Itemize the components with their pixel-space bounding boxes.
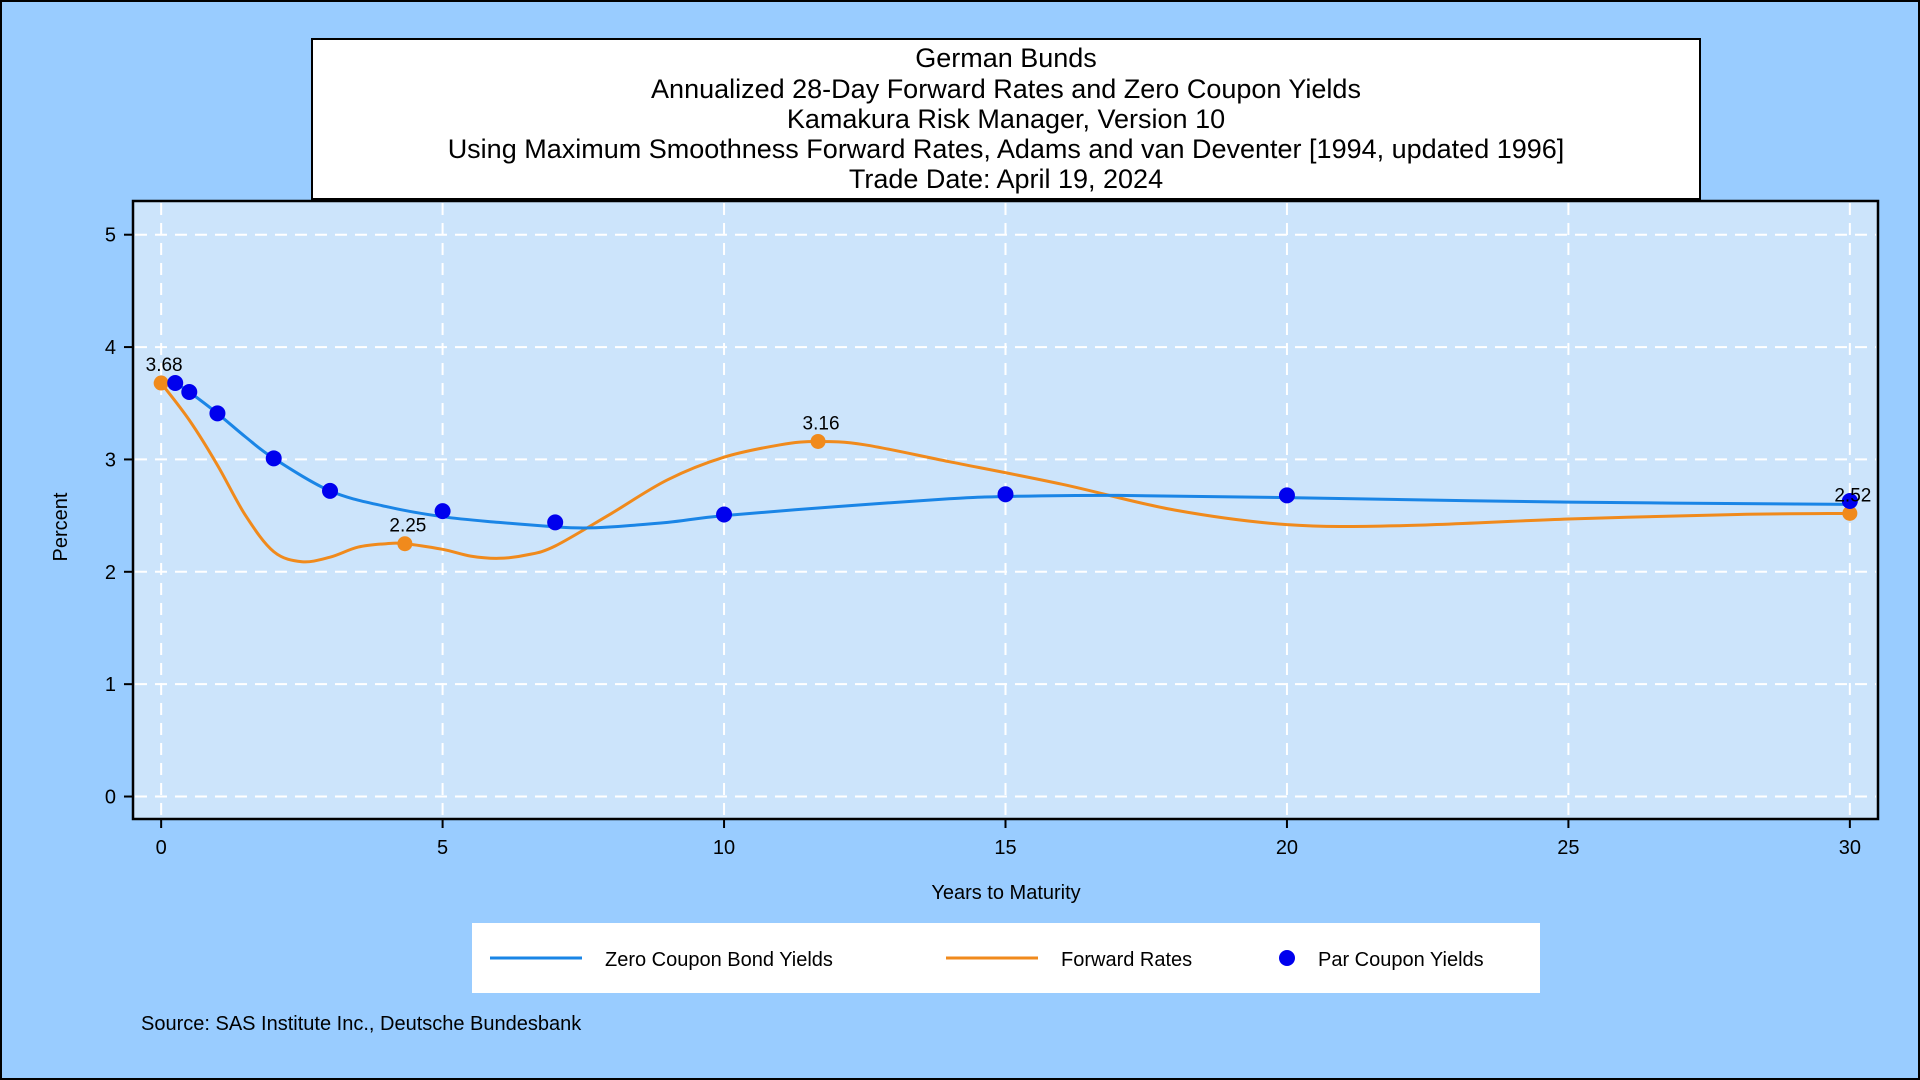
par-coupon-point [1278,487,1295,504]
par-coupon-point [716,506,733,523]
title-line-1: German Bunds [915,43,1097,73]
par-coupon-point [434,503,451,520]
grid [135,203,1876,817]
par-coupon-point [997,486,1014,503]
legend: Zero Coupon Bond Yields Forward Rates Pa… [472,923,1540,993]
x-tick-label: 25 [1557,837,1579,859]
par-coupon-point [322,482,339,499]
forward-rate-point [810,433,826,449]
y-tick-label: 4 [105,337,116,359]
forward-rate-label: 3.68 [146,355,183,376]
source-note: Source: SAS Institute Inc., Deutsche Bun… [141,1013,582,1035]
x-axis-label: Years to Maturity [931,882,1080,904]
y-axis-label: Percent [50,492,72,561]
x-tick-label: 10 [713,837,735,859]
par-coupon-point [547,514,564,531]
y-tick-label: 1 [105,674,116,696]
y-tick-label: 3 [105,449,116,471]
legend-forward-label: Forward Rates [1061,949,1192,971]
y-tick-label: 0 [105,787,116,809]
y-tick-label: 5 [105,225,116,247]
par-coupon-point [209,405,226,422]
forward-rate-point [1842,505,1858,521]
title-line-5: Trade Date: April 19, 2024 [849,164,1163,194]
x-tick-label: 0 [156,837,167,859]
title-box: German Bunds Annualized 28-Day Forward R… [311,38,1701,200]
legend-par-label: Par Coupon Yields [1318,949,1484,971]
axes: 0 5 10 15 20 25 30 0 1 2 3 4 5 [105,225,1861,859]
title-line-4: Using Maximum Smoothness Forward Rates, … [448,134,1565,164]
forward-rate-point [397,536,413,552]
par-coupon-point [1841,493,1858,510]
forward-rate-label: 2.52 [1834,485,1871,506]
legend-zero-label: Zero Coupon Bond Yields [605,949,833,971]
x-tick-label: 30 [1839,837,1861,859]
par-coupon-point [265,450,282,467]
forward-rate-label: 2.25 [389,516,426,537]
forward-rates-line [159,382,1850,564]
series-layer [153,375,1858,564]
x-tick-label: 5 [437,837,448,859]
par-coupon-point [167,375,184,392]
title-box-border [311,38,1701,200]
x-tick-label: 20 [1276,837,1298,859]
x-tick-label: 15 [994,837,1016,859]
data-labels: 3.68 2.25 3.16 2.52 [146,355,1872,537]
legend-par-swatch [1279,950,1295,966]
y-tick-label: 2 [105,562,116,584]
par-coupon-point [181,384,198,401]
forward-rate-label: 3.16 [803,413,840,434]
forward-rate-point [153,375,169,391]
title-line-3: Kamakura Risk Manager, Version 10 [787,104,1225,134]
title-line-2: Annualized 28-Day Forward Rates and Zero… [651,74,1361,104]
